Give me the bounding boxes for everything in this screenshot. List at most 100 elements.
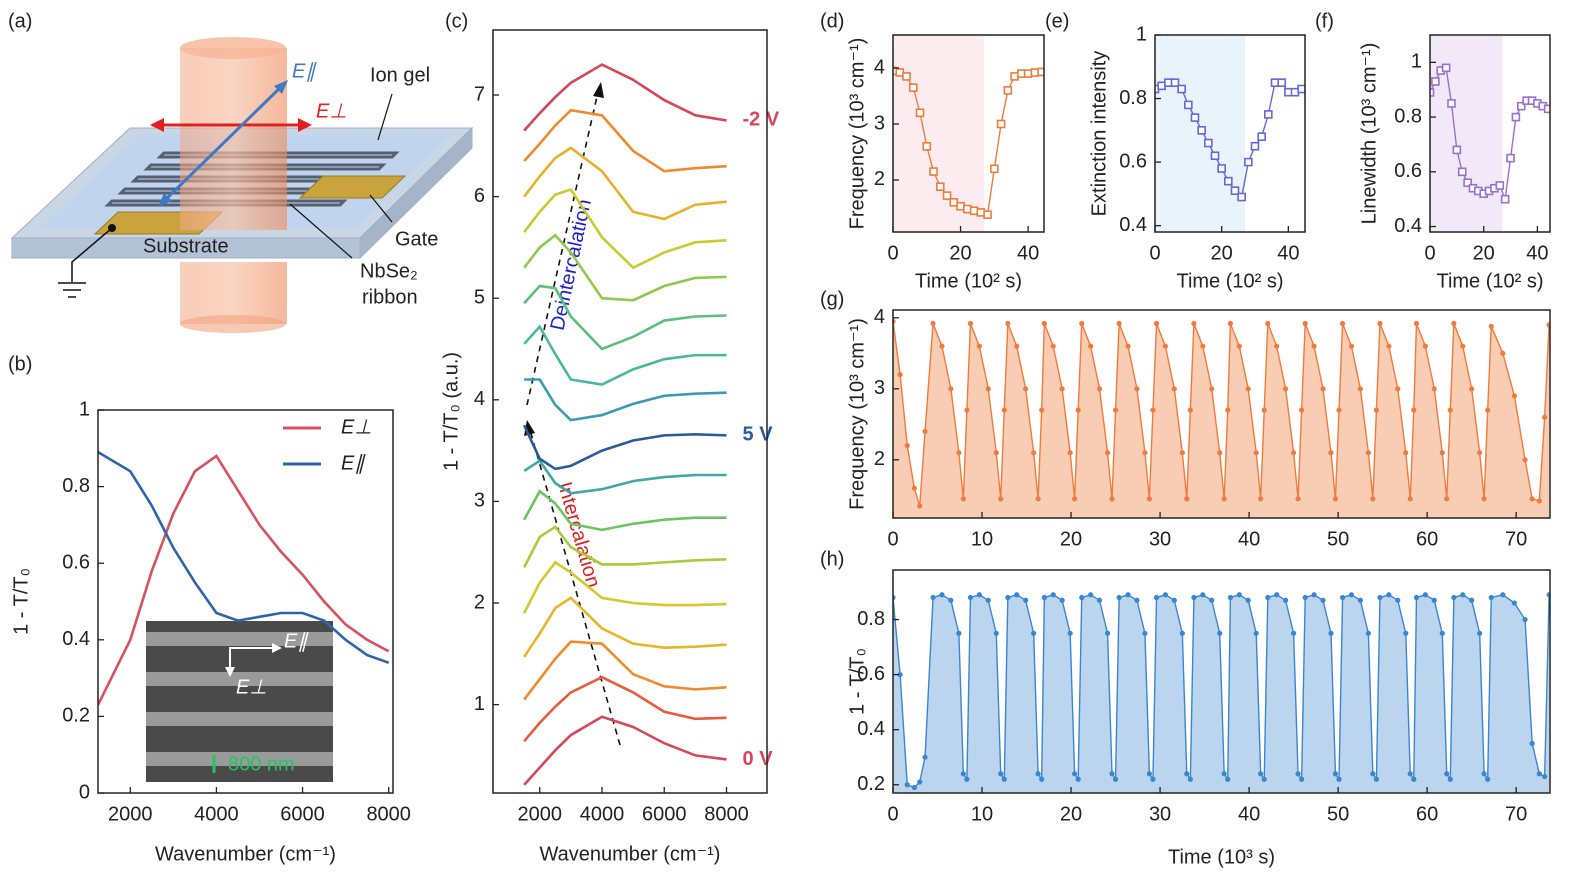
marker [1209, 386, 1215, 392]
marker [1146, 771, 1152, 777]
leader [377, 93, 393, 141]
marker [1191, 594, 1197, 601]
arrow-head [593, 82, 604, 98]
marker [1328, 450, 1334, 456]
y-tick-label: 0.2 [857, 773, 885, 795]
marker [908, 83, 918, 92]
panel-label: (g) [820, 288, 844, 310]
marker [1365, 450, 1371, 456]
marker [963, 204, 972, 214]
x-tick-label: 50 [1327, 803, 1349, 825]
marker [1431, 77, 1440, 86]
arrow-head [158, 193, 172, 207]
series-line [524, 378, 727, 422]
marker [1005, 594, 1011, 601]
y-tick-label: 4 [874, 56, 885, 78]
x-tick-label: 4000 [580, 803, 625, 825]
marker [1336, 407, 1342, 413]
marker [1282, 386, 1289, 392]
marker [976, 208, 986, 217]
substrate-label: Substrate [143, 235, 229, 257]
marker [1253, 630, 1259, 636]
marker [1179, 630, 1185, 636]
marker [929, 167, 938, 176]
inset-label: E⊥ [236, 676, 267, 698]
marker [1003, 86, 1013, 95]
e-par-arrow [160, 82, 286, 205]
y-tick-label: 0.4 [857, 718, 885, 740]
marker [1477, 450, 1483, 456]
x-tick-label: 40 [1526, 242, 1548, 264]
marker [1187, 407, 1193, 413]
series-label: 5 V [743, 424, 774, 446]
marker [939, 592, 945, 598]
arrow-head [298, 118, 312, 132]
series-line [523, 324, 727, 386]
marker [917, 503, 923, 509]
marker [976, 592, 982, 598]
marker [1516, 101, 1526, 111]
marker [948, 386, 954, 392]
substrate-side [359, 126, 473, 260]
marker [1460, 592, 1466, 598]
arrow-head [272, 643, 282, 653]
marker [1112, 407, 1119, 413]
marker [1299, 407, 1305, 413]
marker [1109, 496, 1115, 502]
x-axis-label: Wavenumber (cm⁻¹) [540, 843, 721, 865]
marker [1265, 594, 1271, 601]
marker [1444, 771, 1450, 777]
marker [1500, 350, 1506, 356]
marker [1059, 597, 1065, 603]
inset-stripe [146, 752, 333, 766]
intercalation-arrow [529, 429, 621, 746]
beam-end [180, 315, 286, 333]
marker [1282, 597, 1289, 603]
marker [1546, 322, 1550, 328]
x-tick-label: 60 [1416, 803, 1438, 825]
marker [895, 68, 905, 77]
x-tick-label: 70 [1505, 528, 1527, 550]
marker [1258, 496, 1264, 502]
marker [1116, 594, 1122, 601]
marker [1225, 776, 1231, 782]
marker [1171, 597, 1177, 603]
marker [1295, 496, 1301, 502]
marker [985, 386, 991, 392]
series-label: 0 V [743, 748, 774, 770]
marker [1485, 776, 1491, 782]
marker [1373, 407, 1380, 413]
y-tick-label: 3 [474, 490, 485, 512]
x-tick-label: 40 [1017, 242, 1039, 264]
marker [1072, 771, 1078, 777]
marker [1221, 496, 1227, 502]
marker [1227, 320, 1234, 327]
marker [1441, 63, 1451, 73]
marker [1332, 771, 1339, 777]
marker [1184, 100, 1193, 110]
panel-label: (d) [820, 10, 844, 32]
marker [1261, 776, 1267, 782]
marker [960, 496, 966, 502]
ground-wire [71, 227, 113, 282]
marker [1339, 320, 1346, 327]
marker [1210, 151, 1220, 161]
marker [1200, 592, 1206, 598]
marker [1187, 776, 1193, 782]
panel-label: (a) [8, 10, 32, 32]
x-tick-label: 60 [1416, 528, 1438, 550]
y-tick-label: 2 [474, 591, 485, 613]
series-line [893, 321, 1550, 507]
plot-frame [1154, 34, 1306, 233]
marker [1328, 630, 1334, 636]
marker [1511, 393, 1517, 399]
marker [1067, 630, 1073, 636]
y-tick-label: 0.8 [1119, 87, 1147, 109]
x-tick-label: 20 [1060, 528, 1082, 550]
marker [902, 72, 911, 81]
y-axis-label: Linewidth (10³ cm⁻¹) [1358, 43, 1380, 225]
x-tick-label: 40 [1277, 242, 1299, 264]
marker [930, 594, 936, 601]
x-tick-label: 0 [887, 242, 898, 264]
